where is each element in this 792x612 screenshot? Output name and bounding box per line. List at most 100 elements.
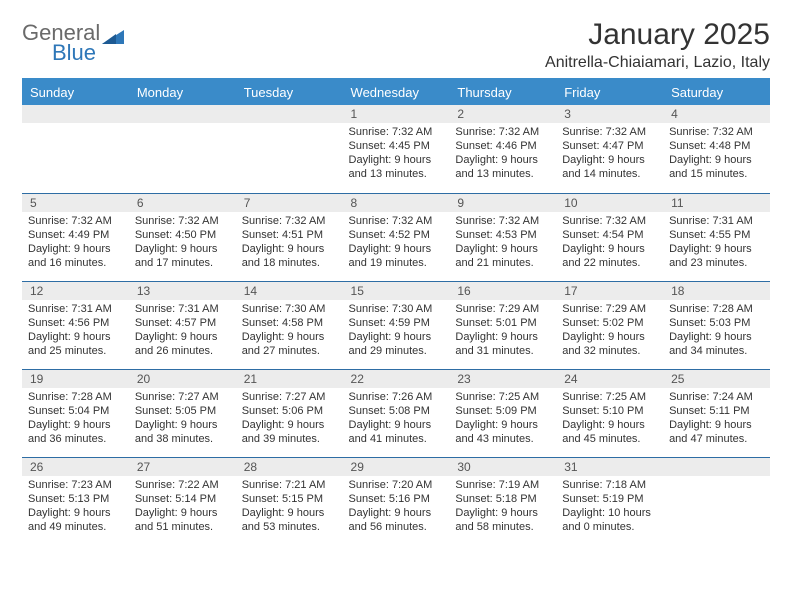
day-body: Sunrise: 7:27 AMSunset: 5:06 PMDaylight:… bbox=[236, 388, 343, 450]
day-number: 24 bbox=[556, 370, 663, 388]
day-line-d1: Daylight: 9 hours bbox=[28, 506, 123, 520]
day-number: 2 bbox=[449, 105, 556, 123]
day-line-ss: Sunset: 4:47 PM bbox=[562, 139, 657, 153]
day-line-sr: Sunrise: 7:32 AM bbox=[28, 214, 123, 228]
day-line-sr: Sunrise: 7:29 AM bbox=[562, 302, 657, 316]
day-body: Sunrise: 7:32 AMSunset: 4:48 PMDaylight:… bbox=[663, 123, 770, 185]
day-line-ss: Sunset: 4:56 PM bbox=[28, 316, 123, 330]
calendar-day-cell: 6Sunrise: 7:32 AMSunset: 4:50 PMDaylight… bbox=[129, 193, 236, 281]
day-line-ss: Sunset: 5:01 PM bbox=[455, 316, 550, 330]
day-number: 21 bbox=[236, 370, 343, 388]
day-body: Sunrise: 7:29 AMSunset: 5:01 PMDaylight:… bbox=[449, 300, 556, 362]
calendar-day-cell: 24Sunrise: 7:25 AMSunset: 5:10 PMDayligh… bbox=[556, 369, 663, 457]
weekday-header: Friday bbox=[556, 79, 663, 105]
day-body: Sunrise: 7:28 AMSunset: 5:04 PMDaylight:… bbox=[22, 388, 129, 450]
day-line-ss: Sunset: 4:57 PM bbox=[135, 316, 230, 330]
day-line-sr: Sunrise: 7:24 AM bbox=[669, 390, 764, 404]
day-line-d1: Daylight: 9 hours bbox=[349, 330, 444, 344]
calendar-day-cell: 13Sunrise: 7:31 AMSunset: 4:57 PMDayligh… bbox=[129, 281, 236, 369]
day-line-d1: Daylight: 9 hours bbox=[349, 242, 444, 256]
day-line-ss: Sunset: 4:51 PM bbox=[242, 228, 337, 242]
day-number: 1 bbox=[343, 105, 450, 123]
day-number: 12 bbox=[22, 282, 129, 300]
day-line-sr: Sunrise: 7:26 AM bbox=[349, 390, 444, 404]
day-line-sr: Sunrise: 7:31 AM bbox=[28, 302, 123, 316]
calendar-day-cell: 5Sunrise: 7:32 AMSunset: 4:49 PMDaylight… bbox=[22, 193, 129, 281]
day-body: Sunrise: 7:26 AMSunset: 5:08 PMDaylight:… bbox=[343, 388, 450, 450]
day-line-d2: and 43 minutes. bbox=[455, 432, 550, 446]
day-body bbox=[236, 123, 343, 129]
calendar-day-cell: 12Sunrise: 7:31 AMSunset: 4:56 PMDayligh… bbox=[22, 281, 129, 369]
logo: General Blue bbox=[22, 22, 124, 64]
day-line-ss: Sunset: 5:13 PM bbox=[28, 492, 123, 506]
calendar-day-cell: 23Sunrise: 7:25 AMSunset: 5:09 PMDayligh… bbox=[449, 369, 556, 457]
calendar-day-cell bbox=[129, 105, 236, 193]
calendar-day-cell bbox=[236, 105, 343, 193]
day-body: Sunrise: 7:25 AMSunset: 5:09 PMDaylight:… bbox=[449, 388, 556, 450]
day-number: 9 bbox=[449, 194, 556, 212]
day-body: Sunrise: 7:22 AMSunset: 5:14 PMDaylight:… bbox=[129, 476, 236, 538]
calendar-day-cell: 21Sunrise: 7:27 AMSunset: 5:06 PMDayligh… bbox=[236, 369, 343, 457]
day-body bbox=[129, 123, 236, 129]
day-line-d1: Daylight: 9 hours bbox=[562, 242, 657, 256]
day-body: Sunrise: 7:19 AMSunset: 5:18 PMDaylight:… bbox=[449, 476, 556, 538]
day-line-d1: Daylight: 9 hours bbox=[28, 418, 123, 432]
calendar-day-cell: 9Sunrise: 7:32 AMSunset: 4:53 PMDaylight… bbox=[449, 193, 556, 281]
calendar-day-cell: 17Sunrise: 7:29 AMSunset: 5:02 PMDayligh… bbox=[556, 281, 663, 369]
calendar-day-cell: 20Sunrise: 7:27 AMSunset: 5:05 PMDayligh… bbox=[129, 369, 236, 457]
weekday-header: Thursday bbox=[449, 79, 556, 105]
page: General Blue January 2025 Anitrella-Chia… bbox=[0, 0, 792, 545]
calendar-day-cell: 26Sunrise: 7:23 AMSunset: 5:13 PMDayligh… bbox=[22, 457, 129, 545]
day-line-ss: Sunset: 5:08 PM bbox=[349, 404, 444, 418]
day-line-d1: Daylight: 9 hours bbox=[562, 330, 657, 344]
calendar-day-cell: 18Sunrise: 7:28 AMSunset: 5:03 PMDayligh… bbox=[663, 281, 770, 369]
day-line-ss: Sunset: 4:46 PM bbox=[455, 139, 550, 153]
day-body: Sunrise: 7:21 AMSunset: 5:15 PMDaylight:… bbox=[236, 476, 343, 538]
day-body: Sunrise: 7:30 AMSunset: 4:59 PMDaylight:… bbox=[343, 300, 450, 362]
day-number: 31 bbox=[556, 458, 663, 476]
day-line-sr: Sunrise: 7:32 AM bbox=[242, 214, 337, 228]
day-line-ss: Sunset: 4:50 PM bbox=[135, 228, 230, 242]
day-line-d1: Daylight: 9 hours bbox=[669, 418, 764, 432]
day-line-sr: Sunrise: 7:29 AM bbox=[455, 302, 550, 316]
day-line-d2: and 31 minutes. bbox=[455, 344, 550, 358]
day-number: 25 bbox=[663, 370, 770, 388]
day-line-ss: Sunset: 5:15 PM bbox=[242, 492, 337, 506]
day-line-d1: Daylight: 9 hours bbox=[669, 330, 764, 344]
month-title: January 2025 bbox=[545, 18, 770, 52]
day-line-d2: and 14 minutes. bbox=[562, 167, 657, 181]
day-line-d2: and 15 minutes. bbox=[669, 167, 764, 181]
day-line-sr: Sunrise: 7:32 AM bbox=[349, 214, 444, 228]
day-number bbox=[22, 105, 129, 123]
calendar-day-cell: 30Sunrise: 7:19 AMSunset: 5:18 PMDayligh… bbox=[449, 457, 556, 545]
day-line-sr: Sunrise: 7:32 AM bbox=[669, 125, 764, 139]
day-line-d1: Daylight: 10 hours bbox=[562, 506, 657, 520]
calendar-day-cell: 11Sunrise: 7:31 AMSunset: 4:55 PMDayligh… bbox=[663, 193, 770, 281]
day-number: 28 bbox=[236, 458, 343, 476]
day-body: Sunrise: 7:31 AMSunset: 4:56 PMDaylight:… bbox=[22, 300, 129, 362]
day-line-ss: Sunset: 5:09 PM bbox=[455, 404, 550, 418]
title-block: January 2025 Anitrella-Chiaiamari, Lazio… bbox=[545, 18, 770, 72]
day-body: Sunrise: 7:32 AMSunset: 4:52 PMDaylight:… bbox=[343, 212, 450, 274]
day-number: 7 bbox=[236, 194, 343, 212]
day-line-d1: Daylight: 9 hours bbox=[455, 242, 550, 256]
day-line-ss: Sunset: 4:48 PM bbox=[669, 139, 764, 153]
day-line-ss: Sunset: 4:45 PM bbox=[349, 139, 444, 153]
day-body: Sunrise: 7:23 AMSunset: 5:13 PMDaylight:… bbox=[22, 476, 129, 538]
logo-triangle-icon bbox=[102, 26, 124, 44]
day-line-d1: Daylight: 9 hours bbox=[242, 506, 337, 520]
calendar-day-cell: 19Sunrise: 7:28 AMSunset: 5:04 PMDayligh… bbox=[22, 369, 129, 457]
day-body: Sunrise: 7:18 AMSunset: 5:19 PMDaylight:… bbox=[556, 476, 663, 538]
day-line-d2: and 36 minutes. bbox=[28, 432, 123, 446]
day-line-sr: Sunrise: 7:28 AM bbox=[669, 302, 764, 316]
day-line-d2: and 19 minutes. bbox=[349, 256, 444, 270]
day-body: Sunrise: 7:32 AMSunset: 4:53 PMDaylight:… bbox=[449, 212, 556, 274]
day-line-d1: Daylight: 9 hours bbox=[349, 153, 444, 167]
day-line-d1: Daylight: 9 hours bbox=[349, 418, 444, 432]
location-text: Anitrella-Chiaiamari, Lazio, Italy bbox=[545, 54, 770, 72]
day-number bbox=[663, 458, 770, 476]
day-line-ss: Sunset: 4:59 PM bbox=[349, 316, 444, 330]
day-line-sr: Sunrise: 7:23 AM bbox=[28, 478, 123, 492]
day-line-ss: Sunset: 4:53 PM bbox=[455, 228, 550, 242]
day-body: Sunrise: 7:30 AMSunset: 4:58 PMDaylight:… bbox=[236, 300, 343, 362]
